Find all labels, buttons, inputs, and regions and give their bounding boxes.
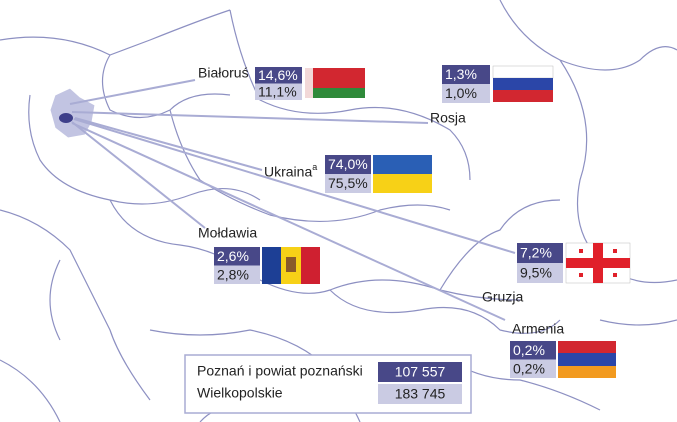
country-name: Mołdawia [198, 225, 257, 241]
footnote-mark: a [312, 162, 317, 172]
poznan-share: 2,6% [217, 248, 249, 264]
legend-swatch [378, 362, 462, 382]
poznan-share: 1,3% [445, 66, 477, 82]
country-name: Rosja [430, 110, 466, 126]
country-name: Ukrainaa [264, 162, 317, 179]
legend-label: Poznań i powiat poznański [197, 363, 363, 379]
country-name: Armenia [512, 321, 564, 337]
legend-label: Wielkopolskie [197, 385, 283, 401]
flag-georgia [565, 242, 631, 284]
wielkopolskie-share: 11,1% [258, 83, 297, 99]
wielkopolskie-box [517, 263, 563, 283]
flag-armenia [558, 341, 616, 378]
labels: Białoruś 14,6%11,1% Rosja 1,3% 1,0% Ukrainaa 7… [197, 65, 564, 404]
wielkopolskie-share: 9,5% [520, 265, 552, 281]
flag-belarus [305, 68, 365, 98]
poznan-share: 0,2% [513, 342, 545, 358]
poznan-box [325, 155, 371, 174]
flags [262, 65, 631, 378]
wielkopolskie-box [214, 265, 260, 284]
poznan-box [255, 67, 302, 84]
poznan-share: 7,2% [520, 245, 552, 261]
legend-swatch [378, 384, 462, 404]
arrows [69, 79, 516, 321]
wielkopolskie-box [442, 84, 490, 103]
poznan-share: 14,6% [258, 67, 298, 83]
poznan-box [517, 243, 563, 263]
wielkopolskie-box [325, 174, 371, 193]
wielkopolskie-share: 75,5% [328, 175, 368, 191]
wielkopolskie-share: 1,0% [445, 85, 477, 101]
poznan-box [214, 247, 260, 266]
poznan-share: 74,0% [328, 156, 368, 172]
country-name: Gruzja [482, 289, 523, 305]
legend-value: 107 557 [395, 364, 446, 380]
country-name: Białoruś [198, 65, 249, 81]
flag-moldova [262, 247, 320, 284]
wielkopolskie-share: 2,8% [217, 266, 249, 282]
wielkopolskie-box [255, 83, 302, 100]
poznan-box [510, 341, 556, 360]
wielkopolskie-box [510, 359, 556, 378]
wielkopolskie-share: 0,2% [513, 360, 545, 376]
poznan-box [442, 65, 490, 84]
legend-value: 183 745 [395, 386, 446, 402]
flag-russia [492, 65, 554, 102]
flag-ukraine [373, 155, 432, 193]
